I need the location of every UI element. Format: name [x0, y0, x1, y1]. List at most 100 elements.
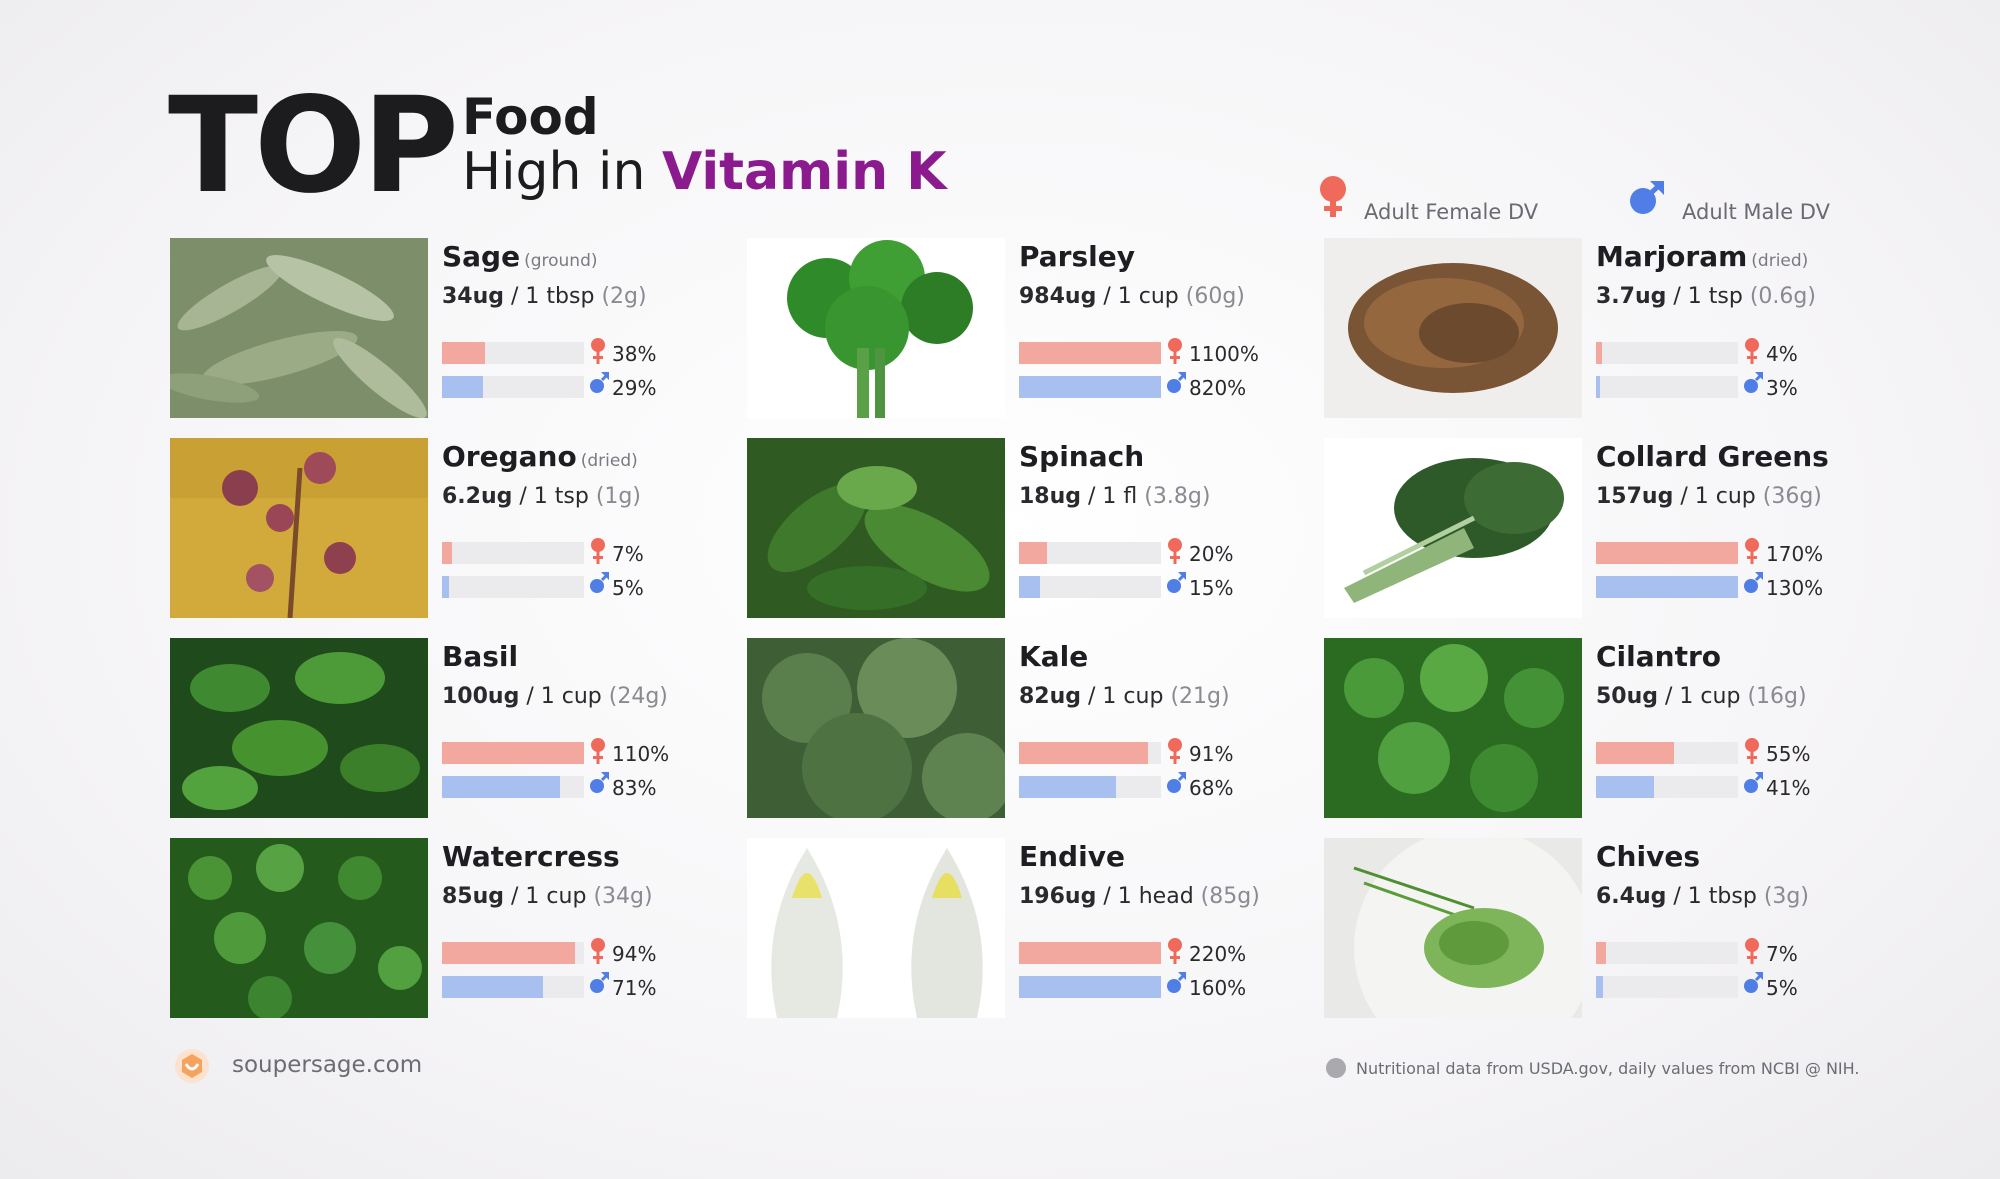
- male-bar-track: [1019, 576, 1161, 598]
- food-serving: / 1 cup: [1665, 683, 1741, 709]
- food-photo: [1324, 238, 1582, 418]
- male-dv-bar: 29%: [442, 372, 742, 400]
- food-name: Cilantro: [1596, 640, 1722, 673]
- female-bar-track: [1596, 542, 1738, 564]
- female-dv-bar: 7%: [442, 538, 742, 566]
- legend-male-label: Adult Male DV: [1682, 200, 1830, 224]
- food-name: Marjoram: [1596, 240, 1748, 273]
- food-card: Marjoram (dried) 3.7ug / 1 tsp (0.6g) 4% …: [1324, 238, 1884, 418]
- male-symbol-icon: [1742, 570, 1763, 600]
- female-bar-track: [1019, 342, 1161, 364]
- food-photo: [1324, 438, 1582, 618]
- food-amount: 100ug: [442, 683, 520, 709]
- female-bar-fill: [442, 742, 584, 764]
- male-bar-fill: [1596, 776, 1655, 798]
- female-bar-fill: [1596, 342, 1602, 364]
- male-dv-percent: 83%: [612, 776, 657, 800]
- male-bar-fill: [442, 976, 543, 998]
- male-dv-percent: 68%: [1189, 776, 1234, 800]
- female-dv-percent: 20%: [1189, 542, 1234, 566]
- male-symbol-icon: [588, 370, 609, 400]
- female-dv-bar: 55%: [1596, 738, 1896, 766]
- food-photo: [1324, 838, 1582, 1018]
- female-bar-fill: [1019, 342, 1161, 364]
- male-dv-percent: 130%: [1766, 576, 1824, 600]
- male-bar-track: [442, 976, 584, 998]
- male-dv-bar: 71%: [442, 972, 742, 1000]
- food-amount: 82ug: [1019, 683, 1082, 709]
- food-serving: / 1 cup: [1103, 283, 1179, 309]
- female-symbol-icon: [1742, 736, 1762, 766]
- female-dv-bar: 110%: [442, 738, 742, 766]
- food-grams: (1g): [595, 483, 641, 509]
- female-bar-track: [442, 742, 584, 764]
- female-bar-track: [1019, 742, 1161, 764]
- female-dv-percent: 7%: [612, 542, 644, 566]
- male-dv-bar: 5%: [442, 572, 742, 600]
- female-symbol-icon: [1320, 176, 1346, 217]
- food-name: Basil: [442, 640, 519, 673]
- male-dv-bar: 5%: [1596, 972, 1896, 1000]
- male-bar-track: [1019, 776, 1161, 798]
- food-name: Watercress: [442, 840, 620, 873]
- female-dv-bar: 170%: [1596, 538, 1896, 566]
- food-photo: [1324, 638, 1582, 818]
- food-name: Kale: [1019, 640, 1089, 673]
- female-dv-percent: 170%: [1766, 542, 1824, 566]
- food-name: Endive: [1019, 840, 1125, 873]
- male-bar-fill: [1596, 976, 1604, 998]
- male-dv-bar: 41%: [1596, 772, 1896, 800]
- food-card: Sage (ground) 34ug / 1 tbsp (2g) 38% 29%: [170, 238, 730, 418]
- female-bar-track: [1596, 742, 1738, 764]
- male-bar-fill: [442, 376, 484, 398]
- food-serving: / 1 tbsp: [1673, 883, 1757, 909]
- male-bar-fill: [1596, 576, 1738, 598]
- food-amount: 6.4ug: [1596, 883, 1667, 909]
- male-symbol-icon: [588, 570, 609, 600]
- male-dv-percent: 5%: [612, 576, 644, 600]
- food-card: Collard Greens 157ug / 1 cup (36g) 170% …: [1324, 438, 1884, 618]
- male-bar-fill: [1019, 576, 1041, 598]
- food-photo: [170, 838, 428, 1018]
- food-card: Basil 100ug / 1 cup (24g) 110% 83%: [170, 638, 730, 818]
- food-name: Oregano: [442, 440, 577, 473]
- female-dv-bar: 220%: [1019, 938, 1319, 966]
- female-symbol-icon: [588, 536, 608, 566]
- food-serving: / 1 head: [1103, 883, 1194, 909]
- food-amount: 196ug: [1019, 883, 1097, 909]
- male-dv-percent: 820%: [1189, 376, 1247, 400]
- female-dv-percent: 110%: [612, 742, 670, 766]
- food-grams: (60g): [1185, 283, 1245, 309]
- female-symbol-icon: [1742, 336, 1762, 366]
- title-food: Food: [462, 88, 599, 146]
- female-bar-fill: [1019, 742, 1149, 764]
- female-bar-track: [442, 542, 584, 564]
- food-photo: [170, 238, 428, 418]
- male-symbol-icon: [588, 770, 609, 800]
- male-bar-fill: [442, 576, 450, 598]
- female-dv-percent: 91%: [1189, 742, 1234, 766]
- male-dv-percent: 5%: [1766, 976, 1798, 1000]
- female-dv-bar: 4%: [1596, 338, 1896, 366]
- soupersage-logo-icon: [175, 1049, 209, 1083]
- food-grams: (34g): [593, 883, 653, 909]
- food-card: Parsley 984ug / 1 cup (60g) 1100% 820%: [747, 238, 1307, 418]
- male-dv-bar: 160%: [1019, 972, 1319, 1000]
- food-amount: 50ug: [1596, 683, 1659, 709]
- male-symbol-icon: [1742, 770, 1763, 800]
- male-bar-fill: [442, 776, 560, 798]
- male-dv-bar: 68%: [1019, 772, 1319, 800]
- male-dv-percent: 41%: [1766, 776, 1811, 800]
- male-symbol-icon: [588, 970, 609, 1000]
- female-bar-fill: [442, 342, 485, 364]
- food-serving: / 1 cup: [526, 683, 602, 709]
- food-amount: 34ug: [442, 283, 505, 309]
- male-symbol-icon: [1742, 370, 1763, 400]
- food-name: Collard Greens: [1596, 440, 1829, 473]
- food-amount: 984ug: [1019, 283, 1097, 309]
- female-dv-bar: 91%: [1019, 738, 1319, 766]
- male-symbol-icon: [1630, 181, 1664, 214]
- title-high-in: High in: [462, 142, 646, 202]
- legend-male: Adult Male DV: [1628, 170, 1830, 224]
- male-bar-fill: [1019, 976, 1161, 998]
